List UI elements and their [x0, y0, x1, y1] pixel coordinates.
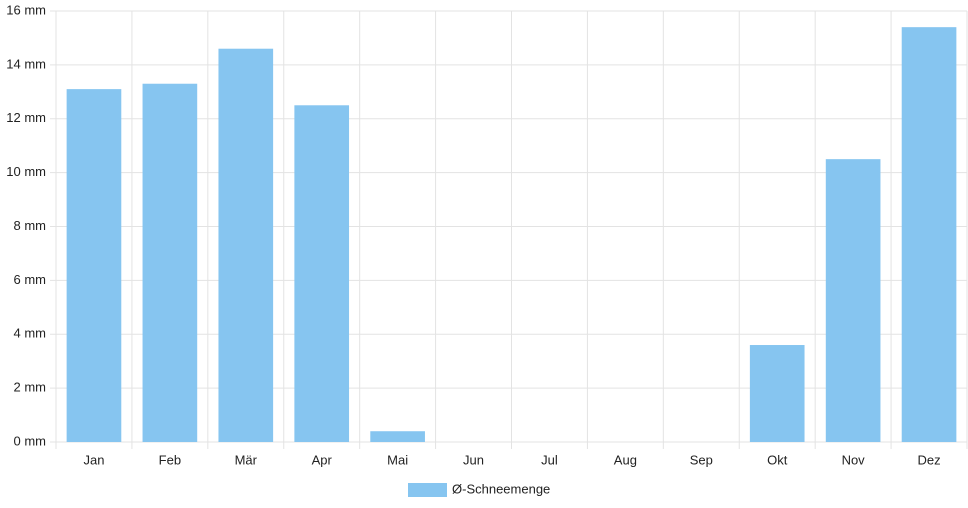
- x-tick-label: Jun: [463, 452, 484, 467]
- y-tick-label: 10 mm: [6, 164, 46, 179]
- x-tick-label: Aug: [614, 452, 637, 467]
- bar: [749, 345, 805, 442]
- legend-label: Ø-Schneemenge: [452, 481, 550, 496]
- x-tick-label: Apr: [312, 452, 333, 467]
- bar: [66, 89, 122, 443]
- x-tick-label: Jan: [83, 452, 104, 467]
- x-tick-label: Feb: [159, 452, 181, 467]
- x-tick-label: Okt: [767, 452, 788, 467]
- y-tick-label: 8 mm: [14, 218, 47, 233]
- bar: [370, 431, 425, 442]
- bar: [294, 105, 350, 442]
- y-tick-label: 6 mm: [14, 272, 47, 287]
- y-tick-label: 0 mm: [14, 433, 47, 448]
- x-tick-label: Nov: [842, 452, 866, 467]
- y-tick-label: 2 mm: [14, 380, 47, 395]
- y-tick-label: 12 mm: [6, 110, 46, 125]
- y-tick-label: 16 mm: [6, 2, 46, 17]
- bar: [142, 83, 198, 442]
- y-tick-label: 4 mm: [14, 326, 47, 341]
- bar: [901, 27, 957, 442]
- bar: [825, 159, 881, 442]
- x-tick-label: Mär: [235, 452, 258, 467]
- bar: [218, 48, 274, 443]
- y-tick-label: 14 mm: [6, 56, 46, 71]
- x-tick-label: Mai: [387, 452, 408, 467]
- x-tick-label: Dez: [917, 452, 940, 467]
- legend-swatch: [408, 483, 447, 497]
- x-tick-label: Jul: [541, 452, 558, 467]
- x-tick-label: Sep: [690, 452, 713, 467]
